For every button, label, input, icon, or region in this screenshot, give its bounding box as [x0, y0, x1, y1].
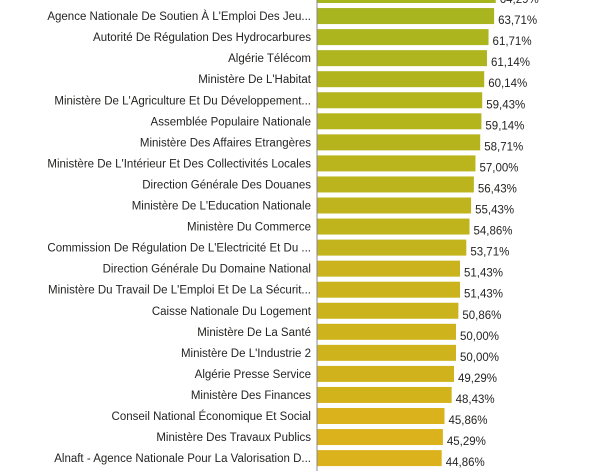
- data-label: 51,43%: [464, 268, 503, 280]
- category-label: Direction Générale Des Douanes: [142, 179, 311, 191]
- category-label: Ministère Des Finances: [191, 390, 311, 402]
- data-label: 45,86%: [448, 415, 487, 427]
- category-label: Algérie Télécom: [228, 53, 311, 65]
- category-label: Ministère Des Affaires Etrangères: [140, 137, 311, 149]
- data-label: 61,14%: [491, 57, 530, 69]
- bar[interactable]: [317, 50, 487, 67]
- category-labels: Agence Nationale De Soutien À L'Emploi D…: [47, 10, 311, 465]
- data-label: 63,71%: [498, 15, 537, 27]
- category-label: Ministère De L'Habitat: [198, 74, 312, 86]
- data-label: 55,43%: [475, 205, 514, 217]
- data-label: 50,86%: [462, 310, 501, 322]
- data-label: 51,43%: [464, 289, 503, 301]
- value-labels: 64,29% 63,71% 61,71% 61,14% 60,14% 59,43% 59,1…: [446, 0, 539, 469]
- category-label: Assemblée Populaire Nationale: [151, 116, 311, 128]
- category-label: Ministère De L'Education Nationale: [132, 201, 311, 213]
- category-label: Ministère Du Travail De L'Emploi Et De L…: [48, 285, 311, 297]
- bar[interactable]: [317, 197, 472, 214]
- category-label: Ministère De L'Agriculture Et Du Dévelop…: [54, 95, 311, 107]
- data-label: 45,29%: [447, 436, 486, 448]
- bar[interactable]: [317, 429, 443, 446]
- data-label: 48,43%: [456, 394, 495, 406]
- category-label: Ministère De L'Industrie 2: [181, 348, 311, 360]
- data-label: 56,43%: [478, 183, 517, 195]
- category-label: Conseil National Économique Et Social: [112, 410, 311, 423]
- bar[interactable]: [317, 450, 442, 467]
- bar[interactable]: [317, 92, 483, 109]
- data-label: 64,29%: [500, 0, 539, 6]
- category-label: Algérie Presse Service: [195, 369, 311, 381]
- bar[interactable]: [317, 8, 495, 25]
- bar[interactable]: [317, 29, 489, 46]
- bar[interactable]: [317, 260, 460, 277]
- data-label: 53,71%: [470, 247, 509, 259]
- bar[interactable]: [317, 281, 460, 298]
- bar[interactable]: [317, 71, 485, 88]
- data-label: 60,14%: [488, 78, 527, 90]
- data-label: 54,86%: [474, 226, 513, 238]
- bar[interactable]: [317, 323, 456, 340]
- data-label: 44,86%: [446, 457, 485, 469]
- category-label: Ministère Des Travaux Publics: [156, 432, 311, 444]
- category-label: Ministère Du Commerce: [187, 222, 311, 234]
- category-label: Agence Nationale De Soutien À L'Emploi D…: [47, 10, 311, 23]
- bar[interactable]: [317, 0, 496, 3]
- bar[interactable]: [317, 302, 459, 319]
- data-label: 59,14%: [485, 120, 524, 132]
- bar[interactable]: [317, 113, 482, 130]
- category-label: Commission De Régulation De L'Electricit…: [47, 243, 311, 255]
- category-label: Ministère De L'Intérieur Et Des Collecti…: [47, 158, 311, 170]
- data-label: 50,00%: [460, 352, 499, 364]
- bar[interactable]: [317, 176, 474, 193]
- bar[interactable]: [317, 155, 476, 172]
- bar[interactable]: [317, 365, 455, 382]
- data-label: 61,71%: [493, 36, 532, 48]
- category-label: Caisse Nationale Du Logement: [152, 306, 312, 318]
- bars-layer: [317, 0, 496, 467]
- bar[interactable]: [317, 344, 456, 361]
- data-label: 58,71%: [484, 141, 523, 153]
- data-label: 49,29%: [458, 373, 497, 385]
- bar[interactable]: [317, 218, 470, 235]
- bar[interactable]: [317, 134, 481, 151]
- bar[interactable]: [317, 408, 445, 424]
- bar[interactable]: [317, 239, 467, 256]
- data-label: 57,00%: [479, 162, 518, 174]
- bar[interactable]: [317, 386, 452, 403]
- data-label: 59,43%: [486, 99, 525, 111]
- data-label: 50,00%: [460, 331, 499, 343]
- category-label: Autorité De Régulation Des Hydrocarbures: [93, 32, 311, 44]
- category-label: Ministère De La Santé: [197, 327, 311, 339]
- category-label: Direction Générale Du Domaine National: [103, 264, 311, 276]
- category-label: Alnaft - Agence Nationale Pour La Valori…: [54, 453, 311, 465]
